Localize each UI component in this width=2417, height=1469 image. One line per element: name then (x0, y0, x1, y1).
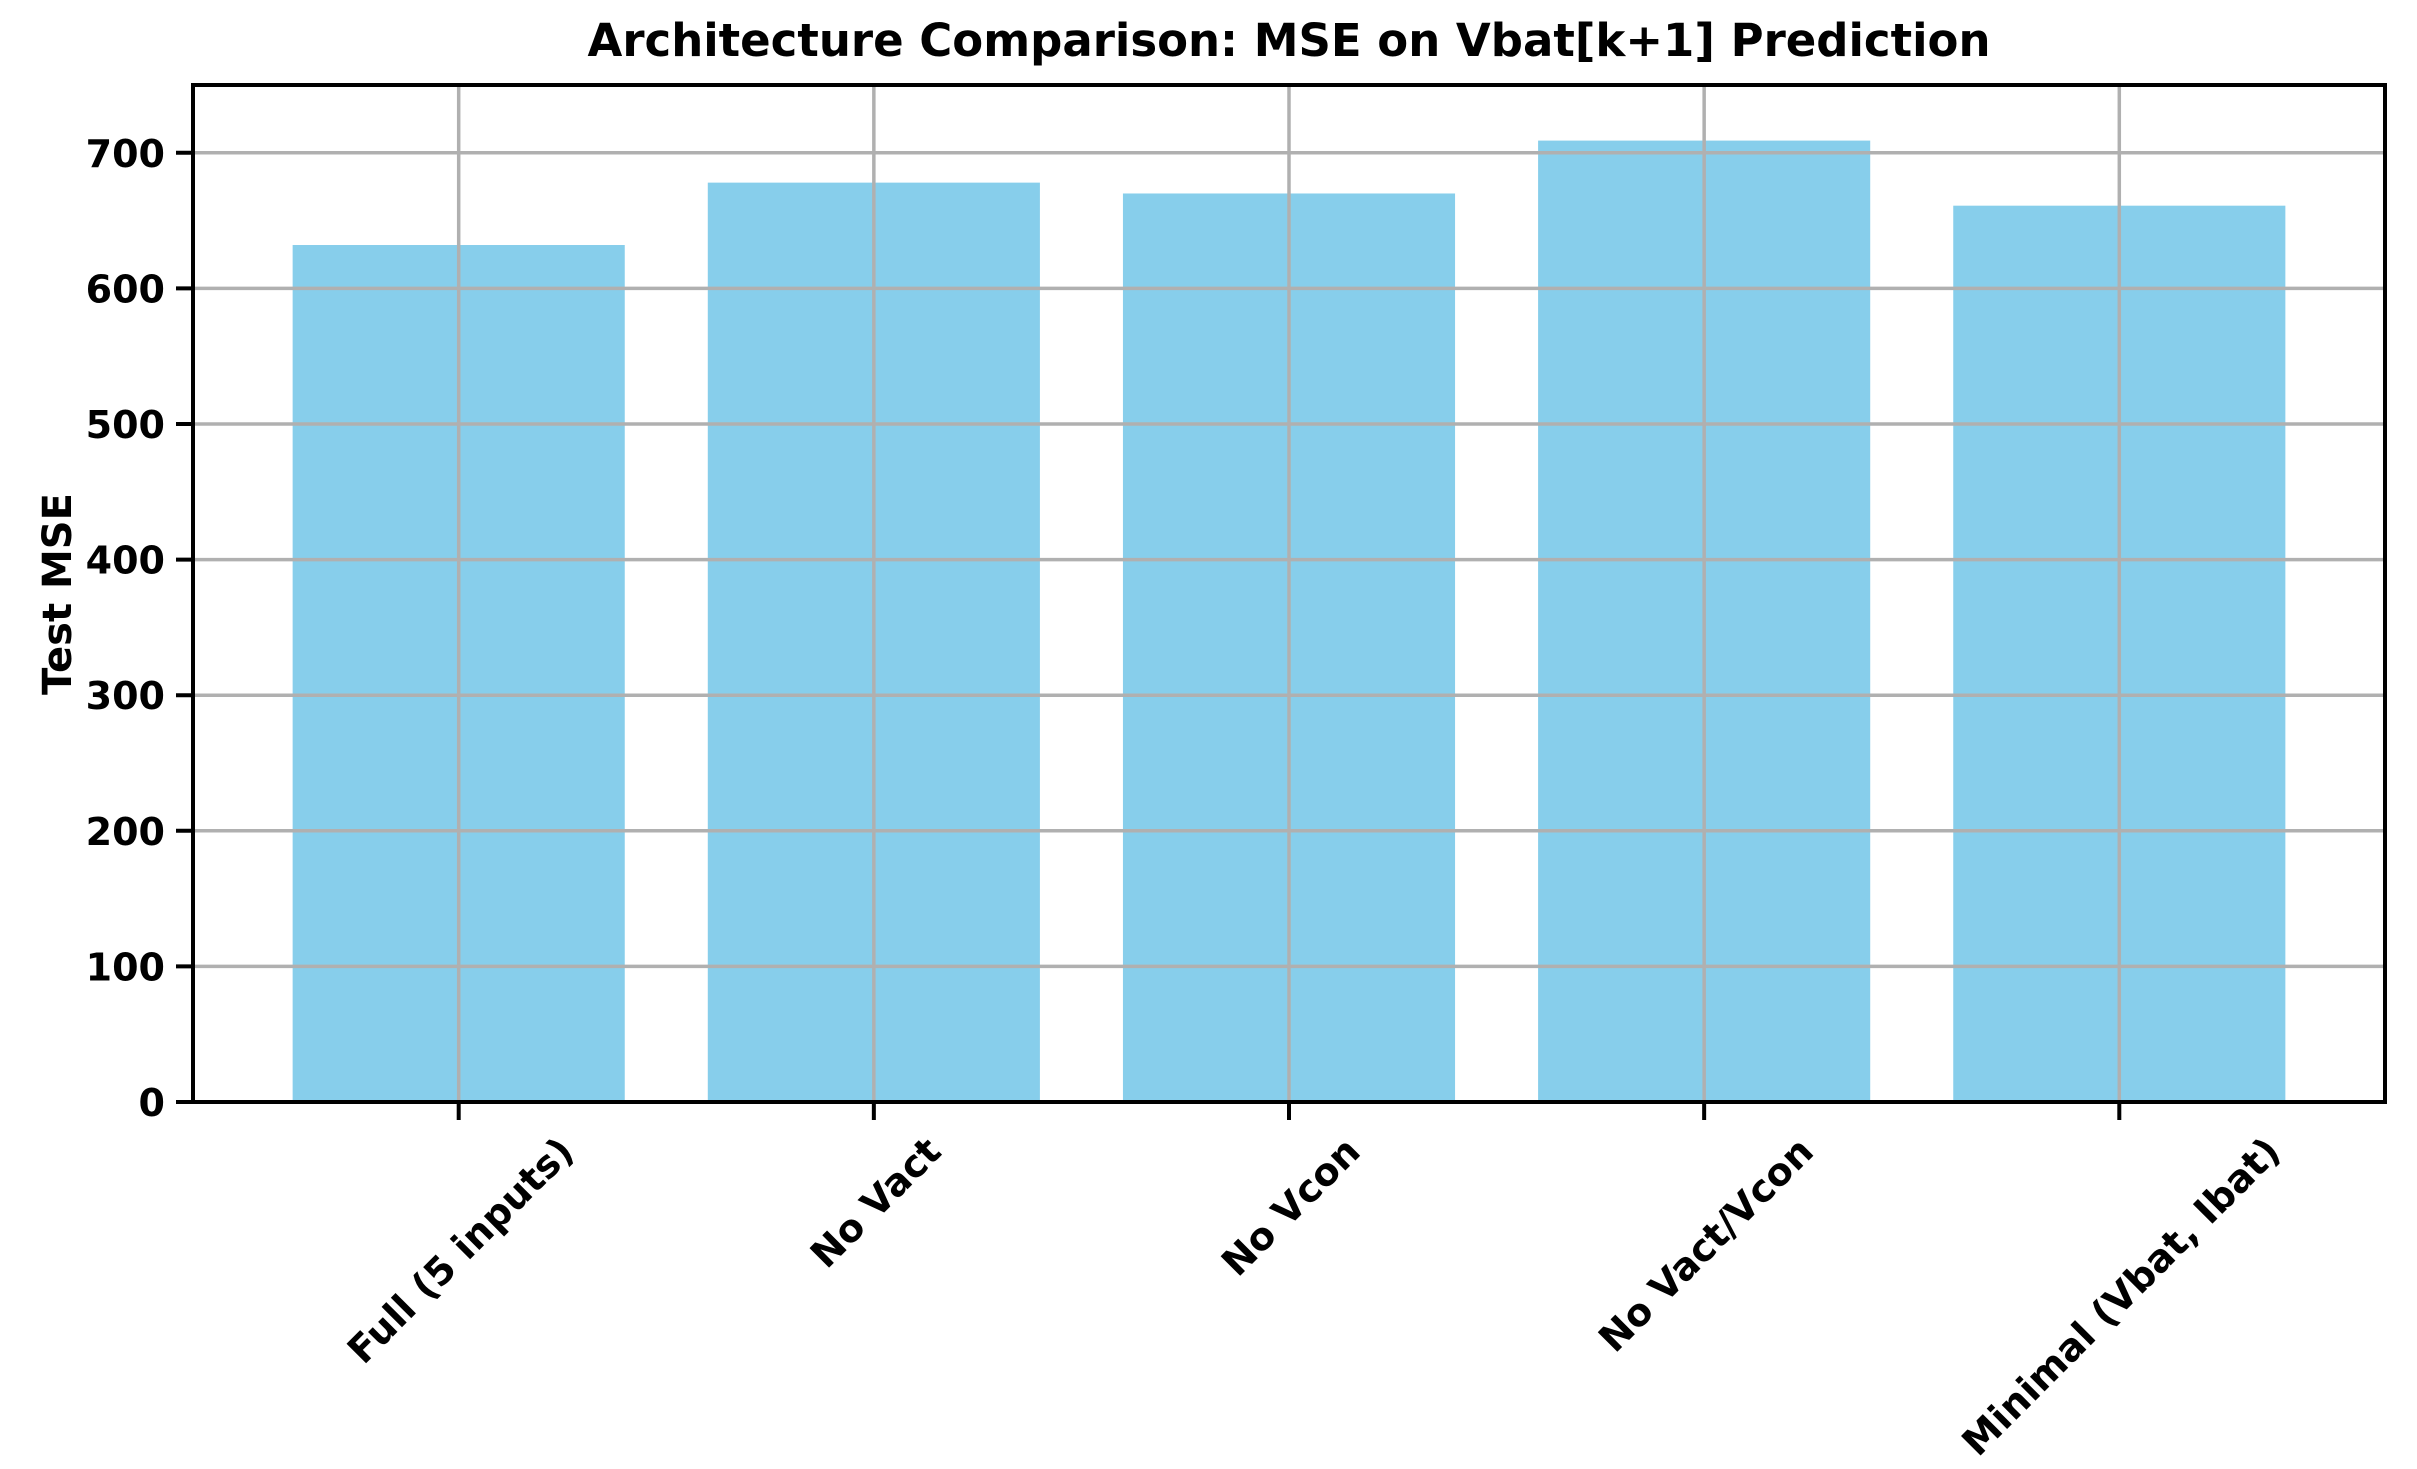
x-tick-label-full-5-inputs: Full (5 inputs) (339, 1129, 582, 1372)
y-tick-label-300: 300 (86, 674, 165, 718)
x-tick-label-no-vcon: No Vcon (1213, 1129, 1369, 1285)
y-tick-label-200: 200 (86, 810, 165, 854)
y-tick-label-0: 0 (139, 1081, 165, 1125)
y-tick-label-600: 600 (86, 267, 165, 311)
x-tick-label-no-vact-vcon: No Vact/Vcon (1590, 1129, 1822, 1361)
chart-title: Architecture Comparison: MSE on Vbat[k+1… (587, 14, 1991, 67)
y-tick-label-100: 100 (86, 945, 165, 989)
x-tick-label-minimal-vbat-ibat: Minimal (Vbat, Ibat) (1953, 1129, 2288, 1464)
x-tick-label-no-vact: No Vact (802, 1129, 950, 1277)
y-tick-label-400: 400 (86, 539, 165, 583)
y-tick-label-700: 700 (86, 132, 165, 176)
y-tick-label-500: 500 (86, 403, 165, 447)
